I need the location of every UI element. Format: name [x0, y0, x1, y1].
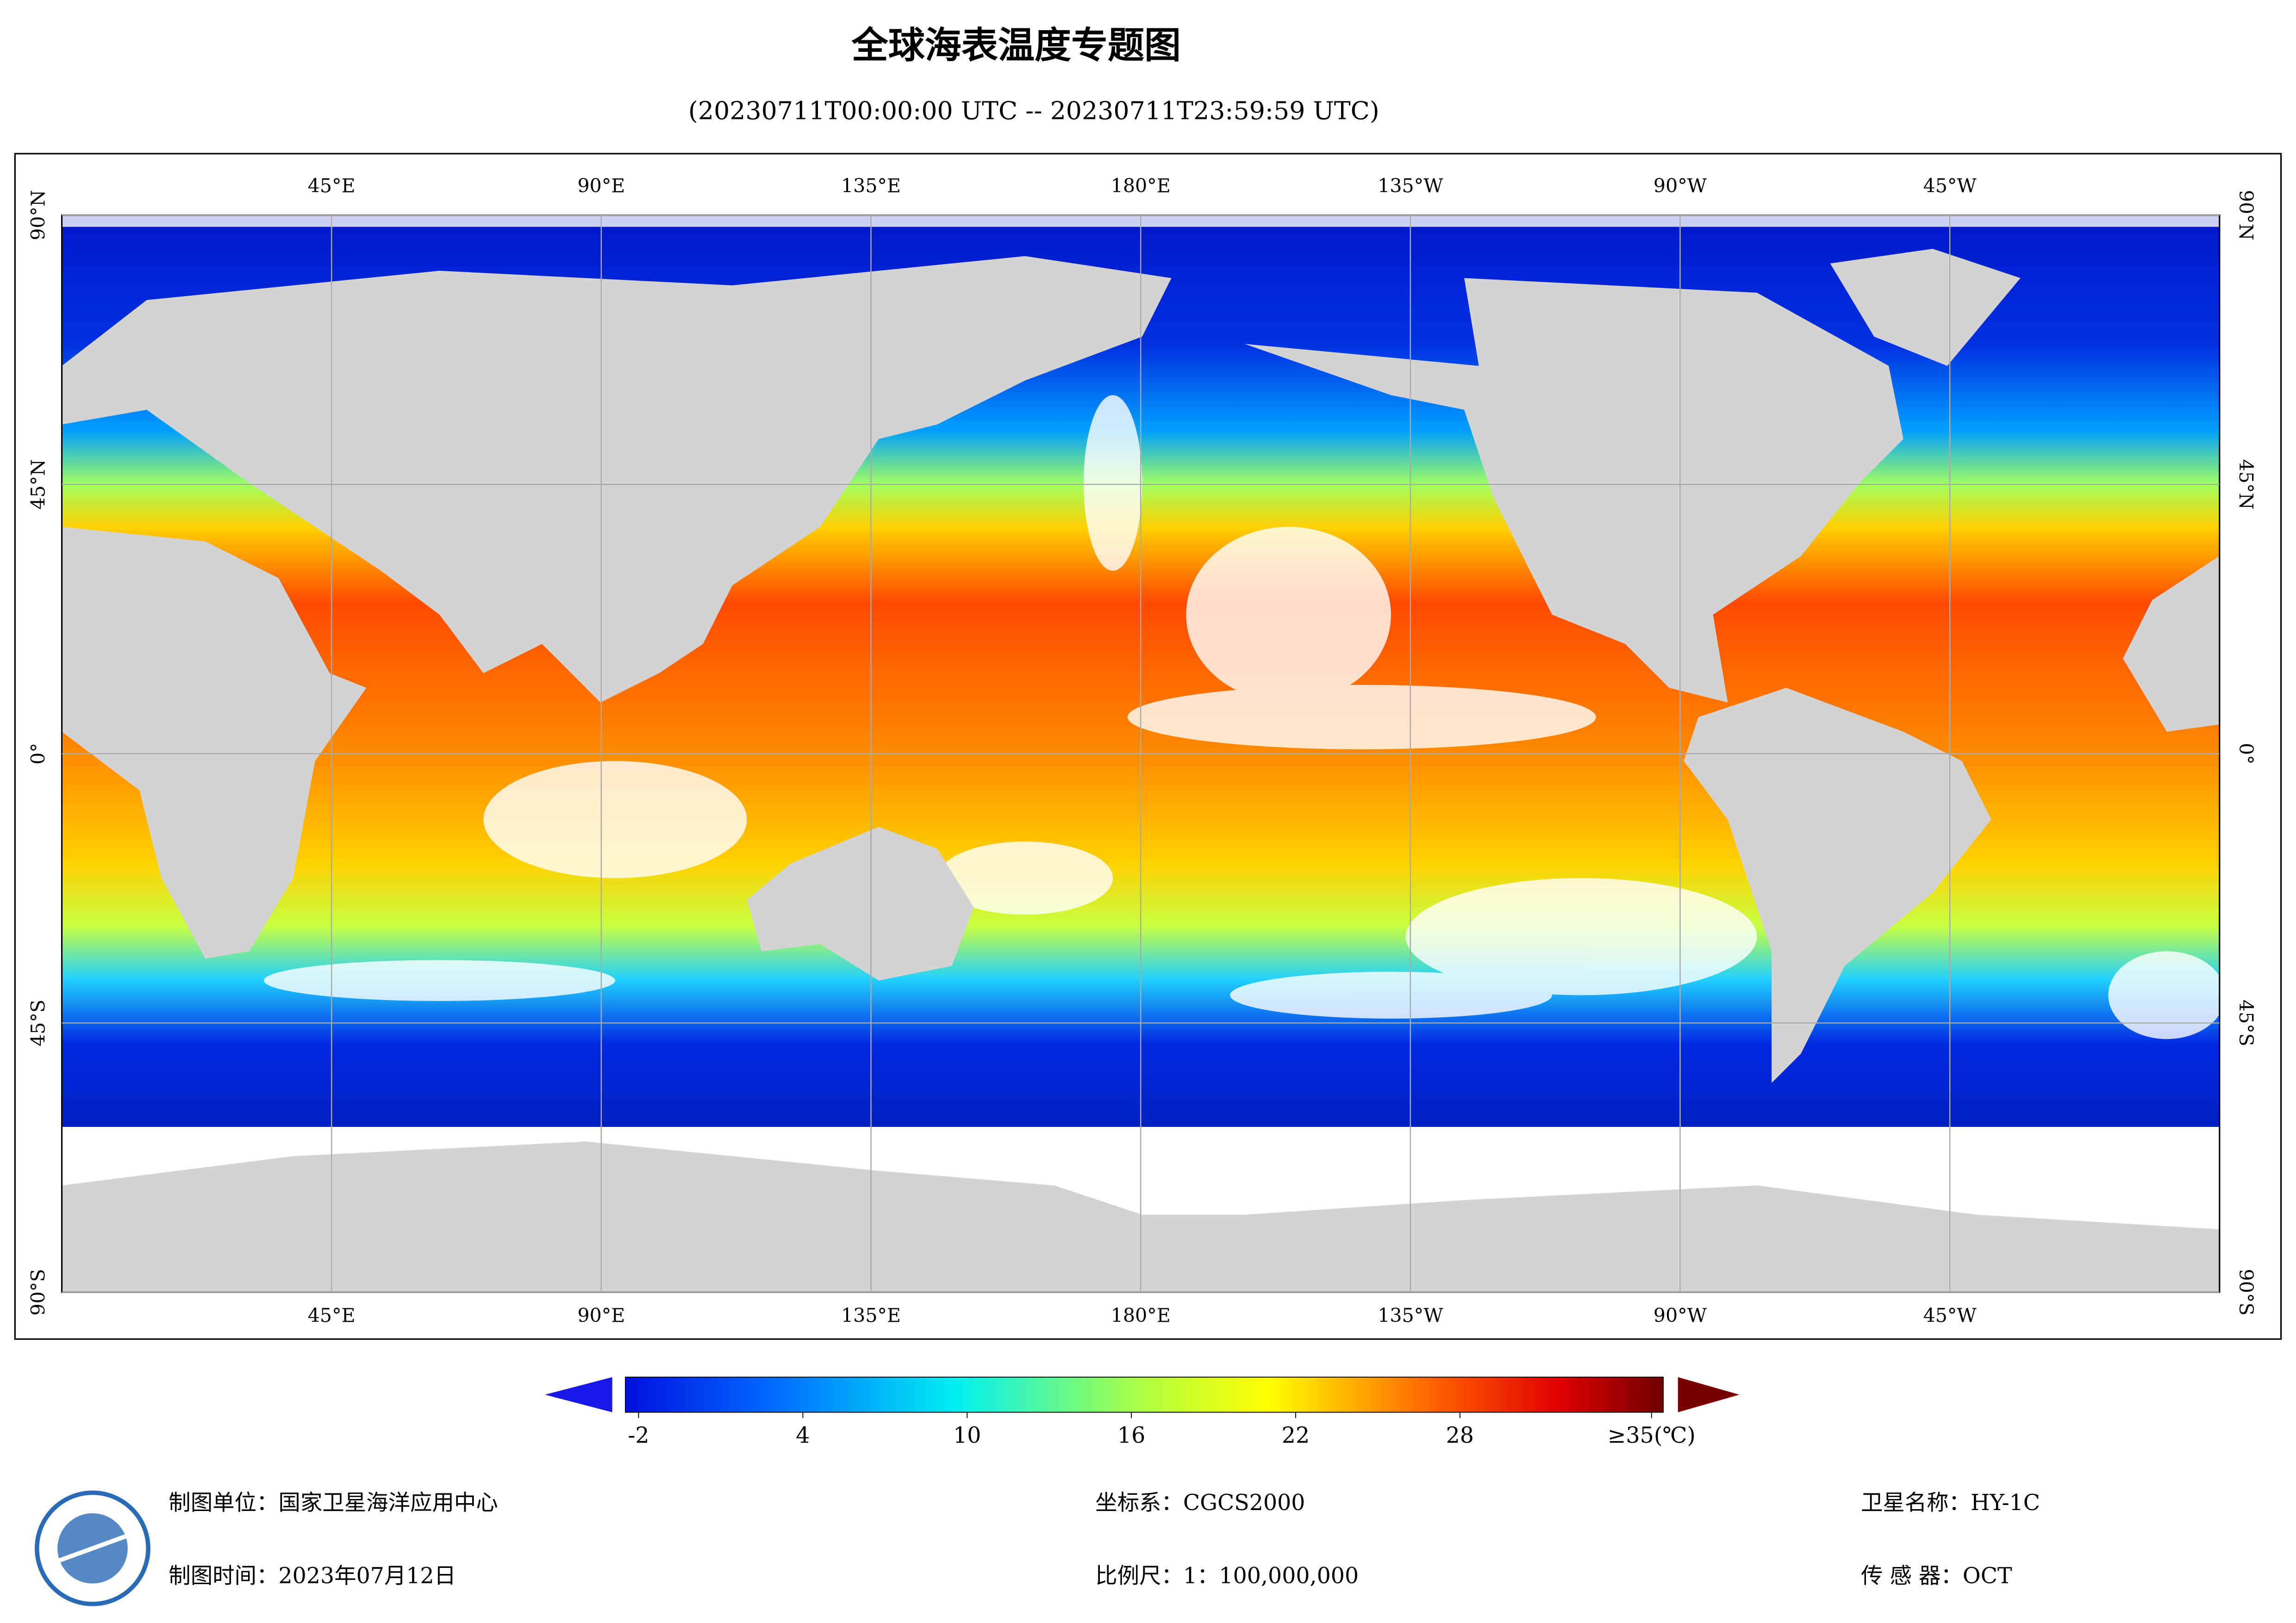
lon-label-bottom: 45°E — [308, 1305, 356, 1327]
lat-label-left: 45°S — [27, 1000, 50, 1046]
lon-label-top: 90°E — [577, 174, 625, 197]
lat-label-left: 90°N — [27, 190, 50, 240]
map-frame — [14, 153, 2282, 1340]
lat-label-right: 90°N — [2235, 190, 2257, 240]
lat-label-left: 0° — [27, 743, 50, 765]
lon-label-bottom: 180°E — [1111, 1305, 1171, 1327]
footer-satellite: 卫星名称：HY-1C — [1861, 1490, 2040, 1516]
lat-label-left: 45°N — [27, 459, 50, 510]
logo — [35, 1490, 150, 1606]
colorbar-label: 4 — [796, 1423, 810, 1448]
lat-label-right: 0° — [2235, 743, 2257, 765]
lon-label-bottom: 45°W — [1923, 1305, 1977, 1327]
lon-label-bottom: 90°E — [577, 1305, 625, 1327]
lon-label-top: 135°E — [841, 174, 901, 197]
colorbar-label: 22 — [1282, 1423, 1310, 1448]
lon-label-bottom: 135°W — [1378, 1305, 1443, 1327]
colorbar-label: 10 — [953, 1423, 981, 1448]
colorbar-label: -2 — [628, 1423, 649, 1448]
footer-unit: 制图单位：国家卫星海洋应用中心 — [168, 1490, 498, 1516]
footer-sensor: 传 感 器：OCT — [1861, 1563, 2012, 1589]
lat-label-left: 90°S — [27, 1269, 50, 1316]
colorbar-under — [545, 1377, 612, 1412]
colorbar-label: 16 — [1117, 1423, 1145, 1448]
lon-label-top: 45°W — [1923, 174, 1977, 197]
lon-label-top: 90°W — [1653, 174, 1707, 197]
lon-label-bottom: 90°W — [1653, 1305, 1707, 1327]
footer-scale: 比例尺：1：100,000,000 — [1095, 1563, 1359, 1589]
lon-label-top: 180°E — [1111, 174, 1171, 197]
lat-label-right: 45°N — [2235, 459, 2257, 510]
lon-label-top: 135°W — [1378, 174, 1443, 197]
footer-time: 制图时间：2023年07月12日 — [168, 1563, 456, 1589]
colorbar — [625, 1376, 1664, 1413]
colorbar-label: 28 — [1446, 1423, 1474, 1448]
lon-label-top: 45°E — [308, 174, 356, 197]
title: 全球海表温度专题图 — [851, 24, 1181, 67]
lat-label-right: 45°S — [2235, 1000, 2257, 1046]
subtitle: (20230711T00:00:00 UTC -- 20230711T23:59… — [688, 96, 1379, 125]
colorbar-over — [1678, 1377, 1740, 1412]
colorbar-label: ≥35(℃) — [1608, 1423, 1696, 1448]
footer-crs: 坐标系：CGCS2000 — [1095, 1490, 1305, 1516]
lat-label-right: 90°S — [2235, 1269, 2257, 1316]
lon-label-bottom: 135°E — [841, 1305, 901, 1327]
